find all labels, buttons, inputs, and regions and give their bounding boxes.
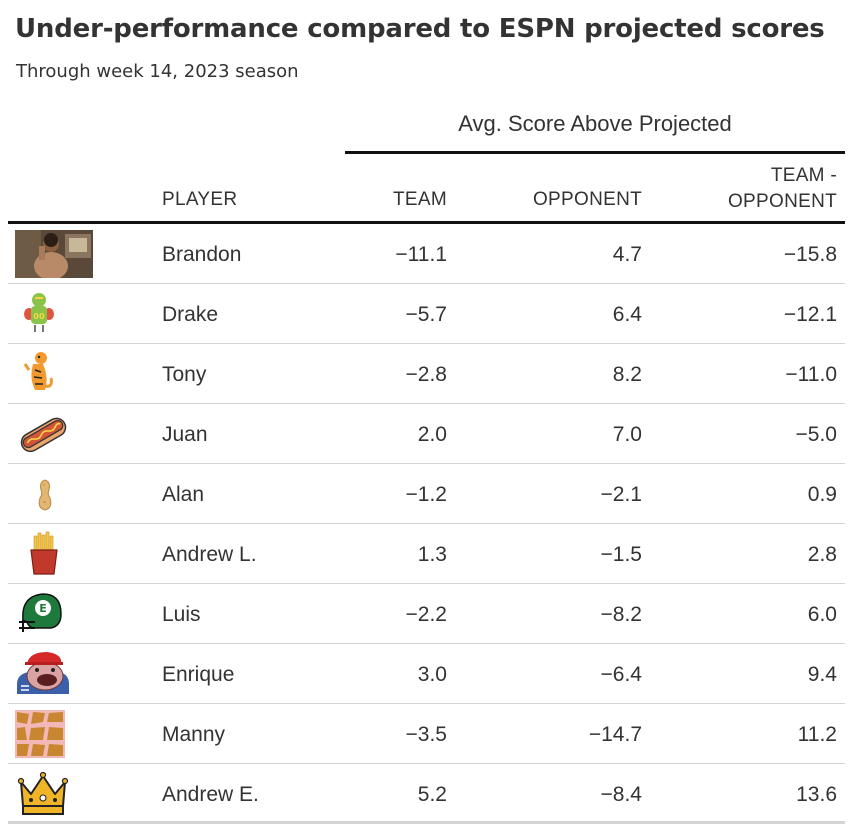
player-name: Andrew L. (162, 543, 257, 566)
crown-icon (15, 770, 93, 818)
table-row: Tony −2.8 8.2 −11.0 (8, 344, 845, 404)
diff-value: −11.0 (785, 363, 837, 386)
opponent-value: −6.4 (600, 663, 642, 686)
player-name: Brandon (162, 243, 242, 266)
table-row: Andrew E. 5.2 −8.4 13.6 (8, 764, 845, 824)
diff-header-line2: OPPONENT (727, 191, 837, 212)
table-row: Alan −1.2 −2.1 0.9 (8, 464, 845, 524)
fries-icon (15, 530, 93, 578)
table-row: 00 Drake −5.7 6.4 −12.1 (8, 284, 845, 344)
diff-column-header: TEAM - OPPONENT (728, 163, 837, 215)
opponent-column-header: OPPONENT (532, 189, 642, 210)
opponent-value: 8.2 (612, 363, 642, 386)
table-row: Enrique 3.0 −6.4 9.4 (8, 644, 845, 704)
team-value: 3.0 (417, 663, 447, 686)
tiger-icon (15, 350, 93, 398)
player-name: Andrew E. (162, 783, 259, 806)
diff-value: 2.8 (807, 543, 837, 566)
diff-value: −5.0 (795, 423, 837, 446)
opponent-value: 6.4 (612, 303, 642, 326)
player-name: Enrique (162, 663, 235, 686)
page-subtitle: Through week 14, 2023 season (16, 61, 299, 82)
diff-header-line1: TEAM - (770, 165, 837, 186)
player-name: Juan (162, 423, 208, 446)
opponent-value: −1.5 (600, 543, 642, 566)
column-spanner: Avg. Score Above Projected (345, 108, 845, 154)
opponent-value: 7.0 (612, 423, 642, 446)
page-title: Under-performance compared to ESPN proje… (15, 14, 825, 44)
player-name: Alan (162, 483, 205, 506)
svg-text:E: E (39, 602, 47, 615)
table-row: E Luis −2.2 −8.2 6.0 (8, 584, 845, 644)
photo-avatar (15, 230, 93, 278)
player-name: Tony (162, 363, 207, 386)
team-value: 2.0 (417, 423, 447, 446)
table-row: Manny −3.5 −14.7 11.2 (8, 704, 845, 764)
team-value: −3.5 (405, 723, 447, 746)
team-value: −5.7 (405, 303, 447, 326)
team-value: 5.2 (417, 783, 447, 806)
svg-text:00: 00 (33, 312, 45, 321)
table-row: Juan 2.0 7.0 −5.0 (8, 404, 845, 464)
table-body: Brandon −11.1 4.7 −15.8 00 Drake −5.7 6.… (8, 224, 845, 824)
football-player-icon: 00 (15, 290, 93, 338)
opponent-value: −8.4 (600, 783, 642, 806)
toad-cap-icon (15, 650, 93, 698)
diff-value: 9.4 (807, 663, 837, 686)
diff-value: 0.9 (807, 483, 837, 506)
diff-value: −15.8 (783, 243, 837, 266)
diff-value: 6.0 (807, 603, 837, 626)
header-rule (8, 221, 845, 224)
spanner-label: Avg. Score Above Projected (458, 111, 732, 136)
team-value: −1.2 (405, 483, 447, 506)
diff-value: 13.6 (796, 783, 837, 806)
team-value: 1.3 (417, 543, 447, 566)
team-column-header: TEAM (393, 189, 447, 210)
helmet-icon: E (15, 590, 93, 638)
player-column-header: PLAYER (162, 189, 238, 210)
team-value: −2.8 (405, 363, 447, 386)
team-value: −11.1 (395, 243, 447, 266)
opponent-value: 4.7 (612, 243, 642, 266)
opponent-value: −2.1 (600, 483, 642, 506)
diff-value: −12.1 (783, 303, 837, 326)
giraffe-pattern-icon (15, 710, 93, 758)
player-name: Drake (162, 303, 219, 326)
player-name: Manny (162, 723, 226, 746)
diff-value: 11.2 (797, 723, 837, 746)
player-name: Luis (162, 603, 201, 626)
hotdog-icon (15, 410, 93, 458)
peanut-icon (15, 470, 93, 518)
team-value: −2.2 (405, 603, 447, 626)
table-row: Andrew L. 1.3 −1.5 2.8 (8, 524, 845, 584)
table-row: Brandon −11.1 4.7 −15.8 (8, 224, 845, 284)
opponent-value: −14.7 (588, 723, 642, 746)
opponent-value: −8.2 (600, 603, 642, 626)
